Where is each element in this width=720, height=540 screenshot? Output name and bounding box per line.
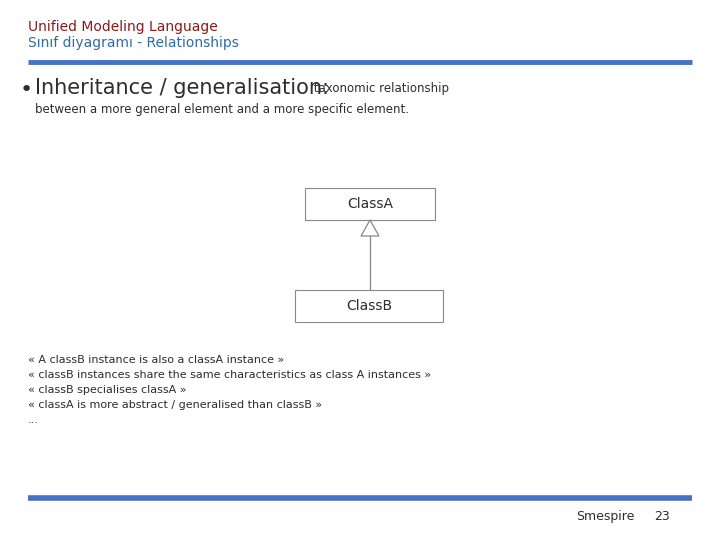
Bar	[305, 188, 435, 220]
Text: between a more general element and a more specific element.: between a more general element and a mor…	[35, 103, 409, 116]
Text: •: •	[20, 80, 33, 100]
Text: taxonomic relationship: taxonomic relationship	[310, 82, 449, 95]
Text: « classA is more abstract / generalised than classB »: « classA is more abstract / generalised …	[28, 400, 322, 410]
Text: « classB instances share the same characteristics as class A instances »: « classB instances share the same charac…	[28, 370, 431, 380]
Bar	[295, 290, 443, 322]
Text: ...: ...	[28, 415, 39, 425]
Text: Inheritance / generalisation:: Inheritance / generalisation:	[35, 78, 329, 98]
Text: ClassA: ClassA	[347, 197, 393, 211]
Text: Smespire: Smespire	[576, 510, 634, 523]
Text: « classB specialises classA »: « classB specialises classA »	[28, 385, 186, 395]
Text: « A classB instance is also a classA instance »: « A classB instance is also a classA ins…	[28, 355, 284, 365]
Text: 23: 23	[654, 510, 670, 523]
Text: ClassB: ClassB	[346, 299, 392, 313]
Polygon shape	[361, 220, 379, 236]
Text: Sınıf diyagramı - Relationships: Sınıf diyagramı - Relationships	[28, 36, 239, 50]
Text: Unified Modeling Language: Unified Modeling Language	[28, 20, 217, 34]
